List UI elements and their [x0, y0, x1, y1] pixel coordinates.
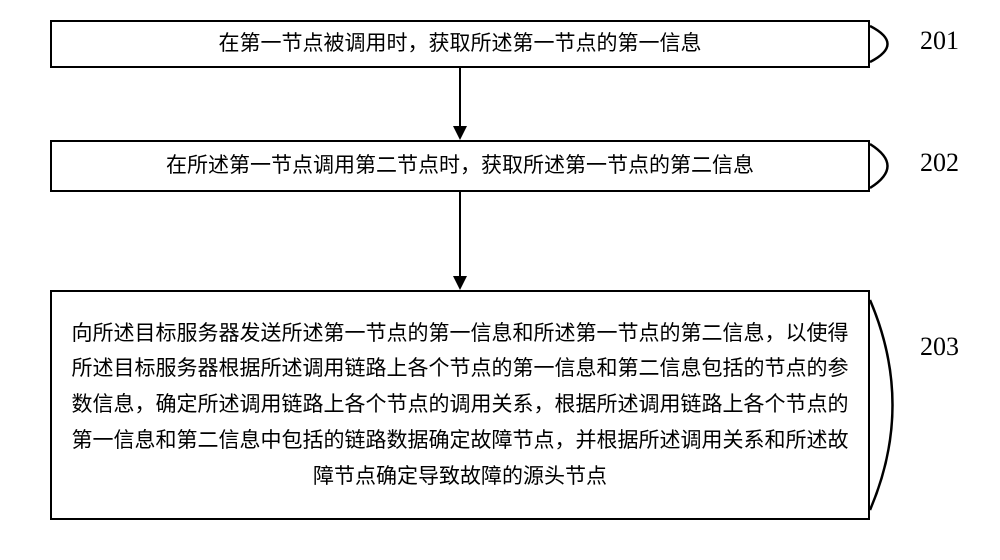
flow-box-3: 向所述目标服务器发送所述第一节点的第一信息和所述第一节点的第二信息，以使得所述目…	[50, 290, 870, 520]
arrow-1	[450, 68, 470, 140]
curve-1	[870, 20, 920, 70]
flow-box-2: 在所述第一节点调用第二节点时，获取所述第一节点的第二信息	[50, 140, 870, 192]
label-203: 203	[920, 332, 959, 362]
flow-box-1: 在第一节点被调用时，获取所述第一节点的第一信息	[50, 20, 870, 68]
flow-box-1-text: 在第一节点被调用时，获取所述第一节点的第一信息	[219, 26, 702, 62]
flow-box-3-text: 向所述目标服务器发送所述第一节点的第一信息和所述第一节点的第二信息，以使得所述目…	[64, 316, 856, 494]
arrow-2	[450, 192, 470, 290]
flow-box-2-text: 在所述第一节点调用第二节点时，获取所述第一节点的第二信息	[166, 148, 754, 184]
curve-2	[870, 140, 920, 194]
label-202: 202	[920, 148, 959, 178]
label-201: 201	[920, 26, 959, 56]
curve-3	[870, 290, 930, 520]
